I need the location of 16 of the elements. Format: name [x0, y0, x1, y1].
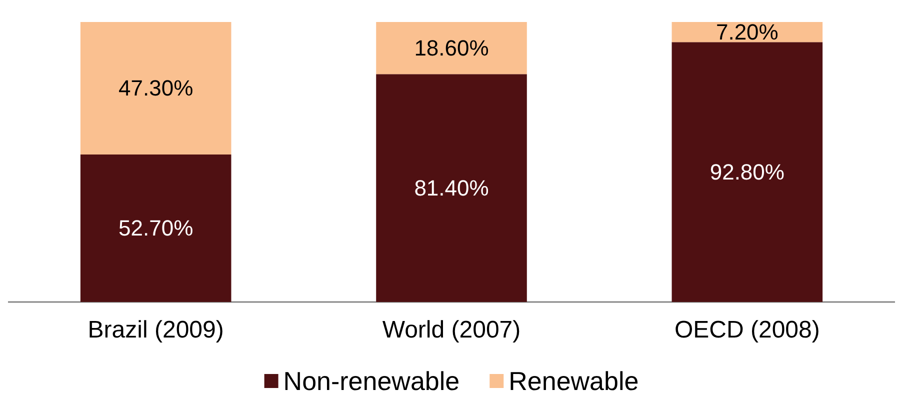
data-label: 92.80% — [710, 160, 784, 185]
data-label: 81.40% — [414, 176, 489, 201]
x-tick-label: Brazil (2009) — [88, 316, 224, 344]
bar — [80, 22, 232, 154]
bar — [376, 22, 527, 74]
bar — [672, 42, 823, 302]
data-label: 18.60% — [414, 36, 489, 61]
legend-label: Renewable — [508, 366, 639, 396]
bar — [376, 74, 527, 302]
data-label: 47.30% — [118, 76, 194, 101]
data-label: 7.20% — [716, 20, 778, 45]
data-label: 52.70% — [118, 216, 194, 241]
legend-label: Non-renewable — [283, 366, 460, 396]
bar — [80, 154, 232, 302]
x-tick-label: World (2007) — [382, 316, 521, 344]
x-tick-label: OECD (2008) — [674, 316, 820, 344]
